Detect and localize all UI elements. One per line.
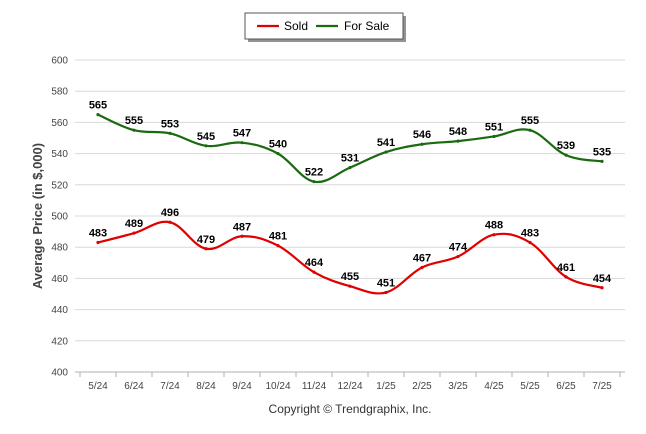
data-label-sold: 454 <box>593 273 612 285</box>
x-tick-label: 1/25 <box>376 381 396 392</box>
data-point-for-sale <box>564 153 568 157</box>
data-label-for-sale: 548 <box>449 126 467 138</box>
legend: Sold For Sale <box>244 12 406 42</box>
data-point-sold <box>204 247 208 251</box>
y-axis-title: Average Price (in $,000) <box>30 143 45 289</box>
x-tick-label: 7/25 <box>592 381 612 392</box>
data-point-for-sale <box>528 128 532 132</box>
data-point-for-sale <box>240 141 244 145</box>
y-tick-label: 560 <box>51 118 68 129</box>
x-tick-label: 7/24 <box>160 381 180 392</box>
data-point-for-sale <box>456 139 460 143</box>
data-label-sold: 464 <box>305 257 324 269</box>
y-tick-label: 460 <box>51 274 68 285</box>
x-tick-label: 5/25 <box>520 381 540 392</box>
data-label-sold: 467 <box>413 252 431 264</box>
data-point-sold <box>348 284 352 288</box>
x-tick-label: 11/24 <box>302 381 327 392</box>
data-label-for-sale: 547 <box>233 128 251 140</box>
data-label-sold: 489 <box>125 218 143 230</box>
data-point-sold <box>492 233 496 237</box>
data-point-sold <box>312 270 316 274</box>
x-tick-label: 6/25 <box>556 381 576 392</box>
y-tick-label: 580 <box>51 87 68 98</box>
data-label-for-sale: 535 <box>593 146 611 158</box>
grid <box>75 59 625 373</box>
data-point-sold <box>600 286 604 290</box>
data-point-sold <box>96 240 100 245</box>
data-label-for-sale: 540 <box>269 139 287 151</box>
y-tick-label: 600 <box>51 56 68 67</box>
data-point-for-sale <box>276 152 280 156</box>
data-label-sold: 487 <box>233 221 251 233</box>
x-tick-label: 3/25 <box>448 381 468 392</box>
data-point-sold <box>276 244 280 248</box>
data-point-sold <box>384 290 388 295</box>
data-point-for-sale <box>348 166 352 170</box>
data-label-for-sale: 553 <box>161 118 179 130</box>
data-point-for-sale <box>96 113 100 117</box>
x-tick-label: 8/24 <box>196 381 216 392</box>
data-label-sold: 483 <box>89 228 107 240</box>
data-point-sold <box>528 240 532 245</box>
y-tick-label: 500 <box>51 212 68 223</box>
legend-label-sold: Sold <box>284 19 308 33</box>
data-point-sold <box>240 234 244 238</box>
data-point-sold <box>456 254 460 259</box>
data-label-for-sale: 551 <box>485 121 503 133</box>
copyright-text: Copyright © Trendgraphix, Inc. <box>269 402 432 416</box>
data-point-sold <box>564 275 568 279</box>
data-label-for-sale: 541 <box>377 137 395 149</box>
data-point-for-sale <box>600 159 604 163</box>
data-point-for-sale <box>492 134 496 139</box>
data-label-sold: 451 <box>377 277 395 289</box>
data-label-for-sale: 546 <box>413 129 431 141</box>
y-tick-label: 480 <box>51 243 68 254</box>
data-point-for-sale <box>204 144 208 148</box>
x-tick-label: 12/24 <box>337 381 362 392</box>
y-tick-label: 520 <box>51 180 68 191</box>
y-tick-label: 400 <box>51 368 68 379</box>
x-tick-label: 4/25 <box>484 381 504 392</box>
x-tick-label: 10/24 <box>265 381 290 392</box>
data-label-for-sale: 539 <box>557 140 575 152</box>
data-label-sold: 461 <box>557 262 575 274</box>
data-point-for-sale <box>168 131 172 135</box>
data-label-for-sale: 565 <box>89 100 107 112</box>
y-tick-label: 440 <box>51 305 68 316</box>
data-point-sold <box>420 265 424 270</box>
x-tick-label: 5/24 <box>88 381 108 392</box>
axes: 400 420 440 460 480 500 520 540 560 580 600 5/24 6/2… <box>51 56 625 392</box>
data-label-for-sale: 555 <box>125 115 143 127</box>
y-tick-label: 540 <box>51 149 68 160</box>
data-point-for-sale <box>384 150 388 154</box>
data-label-for-sale: 545 <box>197 131 215 143</box>
data-label-for-sale: 555 <box>521 115 539 127</box>
x-tick-label: 9/24 <box>232 381 252 392</box>
data-label-for-sale: 531 <box>341 153 359 165</box>
y-tick-label: 420 <box>51 336 68 347</box>
data-label-sold: 496 <box>161 207 179 219</box>
data-point-for-sale <box>312 180 316 184</box>
legend-label-for-sale: For Sale <box>344 19 390 33</box>
data-labels: 483 489 496 479 487 481 464 455 451 467 474 488 483 4… <box>89 100 612 290</box>
data-point-for-sale <box>420 142 424 146</box>
data-label-for-sale: 522 <box>305 167 323 179</box>
data-label-sold: 479 <box>197 234 215 246</box>
x-tick-label: 2/25 <box>412 381 432 392</box>
data-point-for-sale <box>132 128 136 132</box>
data-label-sold: 483 <box>521 228 539 240</box>
x-tick-label: 6/24 <box>124 381 144 392</box>
series-lines <box>96 113 604 295</box>
data-point-sold <box>132 231 136 235</box>
data-label-sold: 474 <box>449 242 468 254</box>
data-point-sold <box>168 220 172 224</box>
data-label-sold: 488 <box>485 220 503 232</box>
data-label-sold: 455 <box>341 271 359 283</box>
data-label-sold: 481 <box>269 231 287 243</box>
